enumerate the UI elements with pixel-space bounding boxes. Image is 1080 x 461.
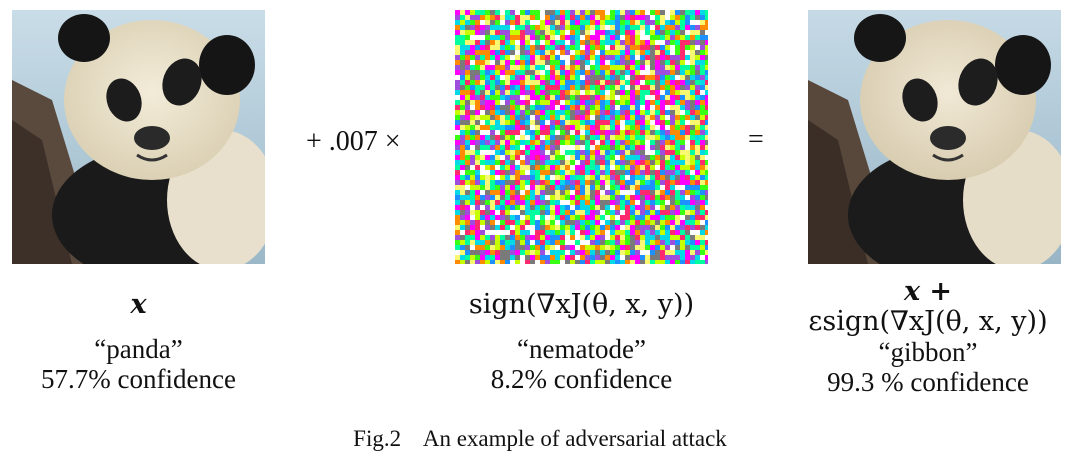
class-label-gibbon: “gibbon” xyxy=(878,337,978,367)
panda-caption: x “panda” 57.7% confidence xyxy=(12,289,265,395)
class-label-panda: “panda” xyxy=(94,334,183,364)
expression-sign-gradient: sign(∇xJ(θ, x, y)) xyxy=(468,289,695,320)
expression-x-plus: x + xyxy=(903,276,953,307)
confidence-panda: 57.7% confidence xyxy=(41,364,236,394)
gibbon-caption: x + εsign(∇xJ(θ, x, y)) “gibbon” 99.3 % … xyxy=(778,276,1078,398)
perturbed-panda-image xyxy=(808,10,1061,264)
confidence-nematode: 8.2% confidence xyxy=(490,364,673,394)
noise-image xyxy=(455,10,708,264)
panda-photo-graphic xyxy=(12,10,265,264)
noise-perturbation-graphic xyxy=(455,10,708,264)
plus-times-operator: + .007 × xyxy=(306,126,401,157)
figure-caption: Fig.2 An example of adversarial attack xyxy=(353,426,727,451)
class-label-nematode: “nematode” xyxy=(517,334,646,364)
panda-image xyxy=(12,10,265,264)
panda-photo-perturbed-graphic xyxy=(808,10,1061,264)
equals-operator: = xyxy=(748,124,764,155)
expression-epsilon-sign-gradient: εsign(∇xJ(θ, x, y)) xyxy=(808,306,1048,337)
noise-caption: sign(∇xJ(θ, x, y)) “nematode” 8.2% confi… xyxy=(420,289,743,395)
expression-x: x xyxy=(130,289,147,320)
confidence-gibbon: 99.3 % confidence xyxy=(827,367,1029,397)
